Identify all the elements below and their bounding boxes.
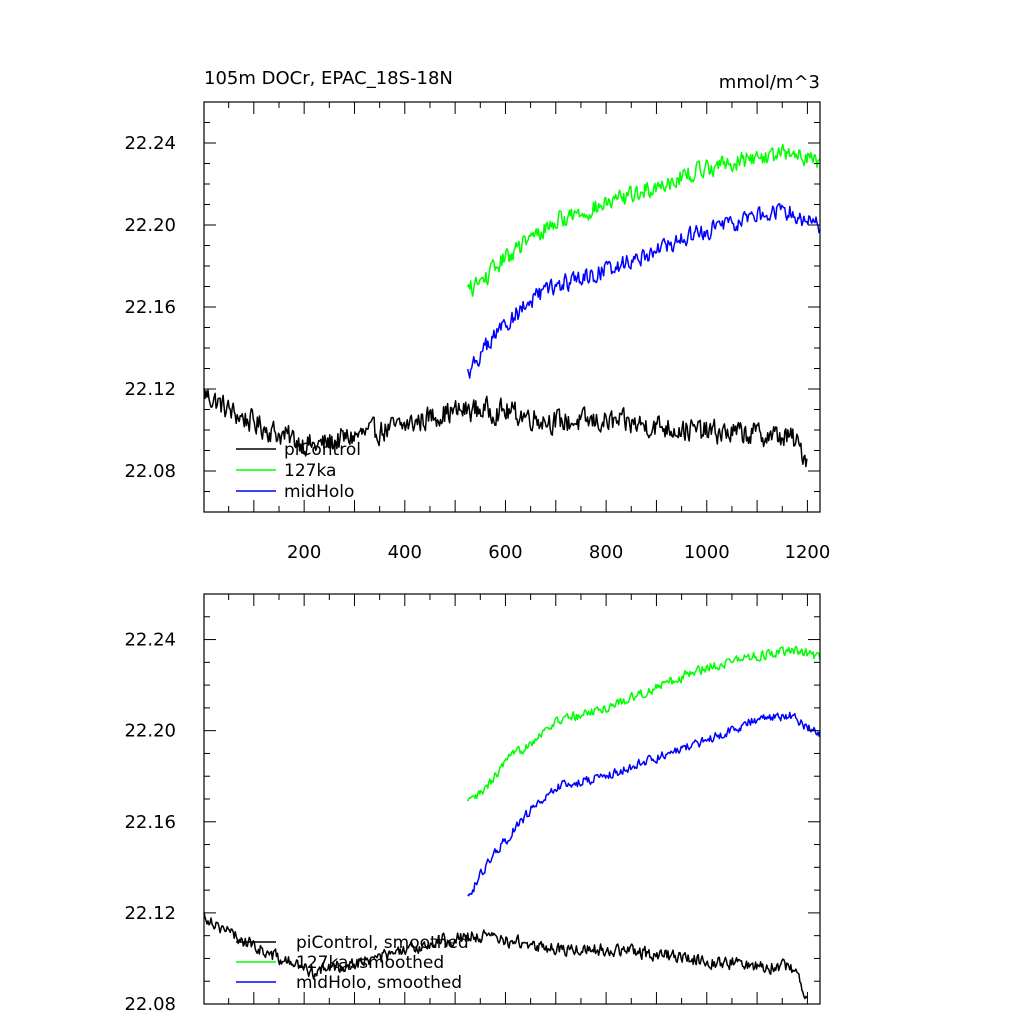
y-tick-label: 22.20 bbox=[124, 721, 176, 742]
legend-label: midHolo, smoothed bbox=[296, 973, 462, 993]
chart-title: 105m DOCr, EPAC_18S-18N bbox=[204, 68, 453, 89]
y-tick-label: 22.24 bbox=[124, 133, 176, 154]
y-tick-label: 22.12 bbox=[124, 379, 176, 400]
x-tick-label: 600 bbox=[488, 542, 522, 563]
x-tick-label: 200 bbox=[287, 542, 321, 563]
x-tick-label: 1200 bbox=[785, 542, 831, 563]
y-tick-label: 22.08 bbox=[124, 994, 176, 1015]
series-line-midholo-smoothed bbox=[467, 711, 821, 897]
y-tick-label: 22.24 bbox=[124, 630, 176, 651]
bottom-plot-area: 22.08 22.12 22.16 22.20 22.24 piControl, smoo… bbox=[124, 593, 821, 1015]
legend-label: piControl bbox=[284, 440, 361, 460]
series-line-127ka-smoothed bbox=[467, 645, 821, 802]
legend-label: 127ka, smoothed bbox=[296, 953, 444, 973]
y-tick-label: 22.16 bbox=[124, 297, 176, 318]
top-panel: 105m DOCr, EPAC_18S-18N mmol/m^3 22.0822… bbox=[124, 68, 830, 563]
x-tick-label: 800 bbox=[589, 542, 623, 563]
legend-label: 127ka bbox=[284, 461, 336, 481]
top-plot-area: 22.08 22.12 22.16 22.20 22.24 200 400 600 800 100… bbox=[124, 101, 831, 563]
series-line-picontrol-smoothed bbox=[203, 912, 808, 1000]
x-tick-label: 1000 bbox=[684, 542, 730, 563]
y-tick-label: 22.12 bbox=[124, 903, 176, 924]
bottom-panel: 22.08 22.12 22.16 22.20 22.24 piControl, smoo… bbox=[124, 593, 821, 1015]
y-tick-label: 22.16 bbox=[124, 812, 176, 833]
series-line-picontrol bbox=[203, 388, 808, 468]
legend-label: midHolo bbox=[284, 482, 354, 502]
legend-label: piControl, smoothed bbox=[296, 933, 469, 953]
x-tick-label: 400 bbox=[388, 542, 422, 563]
y-tick-label: 22.20 bbox=[124, 215, 176, 236]
series-line-127ka bbox=[467, 143, 821, 297]
y-tick-label: 22.08 bbox=[124, 461, 176, 482]
series-line-midholo bbox=[466, 203, 821, 379]
units-label: mmol/m^3 bbox=[719, 72, 820, 93]
